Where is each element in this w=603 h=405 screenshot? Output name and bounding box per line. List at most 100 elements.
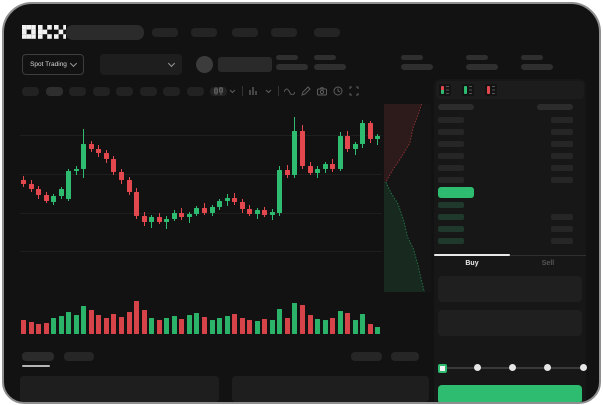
tab-buy[interactable]: Buy bbox=[465, 260, 479, 267]
tab-sell[interactable]: Sell bbox=[541, 260, 555, 267]
volume-bar bbox=[21, 320, 26, 334]
ask-amount-bar bbox=[551, 177, 573, 183]
slider-stop-25pct[interactable] bbox=[473, 364, 481, 371]
ask-amount-bar bbox=[551, 165, 573, 171]
stat-label-1 bbox=[276, 55, 298, 60]
buy-submit-button[interactable] bbox=[438, 385, 582, 402]
volume-bar bbox=[269, 320, 275, 334]
volume-bar bbox=[277, 308, 283, 334]
nav-item-5[interactable] bbox=[314, 28, 340, 37]
volume-bar bbox=[103, 317, 109, 334]
interval-button-2[interactable] bbox=[45, 87, 63, 96]
fullscreen-icon[interactable] bbox=[349, 86, 359, 96]
nav-item-2[interactable] bbox=[191, 28, 217, 37]
line-tool-icon[interactable] bbox=[284, 87, 295, 95]
interval-buttons bbox=[22, 87, 227, 96]
depth-chart[interactable] bbox=[384, 103, 431, 293]
candle bbox=[337, 135, 343, 169]
volume-bar bbox=[28, 322, 34, 334]
slider-stop-50pct[interactable] bbox=[509, 364, 516, 371]
candle bbox=[247, 209, 253, 214]
chevron-down-icon[interactable] bbox=[265, 89, 272, 94]
bid-price-bar[interactable] bbox=[438, 238, 464, 244]
bottom-bar-control-2[interactable] bbox=[391, 352, 419, 361]
search-input[interactable] bbox=[66, 25, 144, 40]
bottom-tab-2[interactable] bbox=[64, 352, 94, 361]
bids-only-icon[interactable] bbox=[462, 84, 474, 96]
slider-stop-75pct[interactable] bbox=[544, 364, 552, 371]
candle-wick bbox=[75, 166, 77, 176]
active-tab-indicator bbox=[434, 254, 510, 256]
volume-bar bbox=[111, 314, 117, 334]
interval-button-1[interactable] bbox=[22, 87, 39, 96]
interval-button-5[interactable] bbox=[116, 87, 133, 96]
candle bbox=[81, 144, 87, 169]
last-price-bar[interactable] bbox=[438, 187, 474, 198]
volume-bar bbox=[119, 317, 125, 334]
volume-bar bbox=[164, 317, 170, 334]
ask-price-bar[interactable] bbox=[438, 153, 464, 159]
ask-price-bar[interactable] bbox=[438, 117, 464, 123]
nav-item-3[interactable] bbox=[232, 28, 258, 37]
candle bbox=[194, 208, 200, 214]
volume-bar bbox=[217, 318, 223, 334]
volume-bar bbox=[43, 322, 49, 334]
slider-stop-100pct[interactable] bbox=[579, 364, 587, 371]
bottom-bar-control-1[interactable] bbox=[351, 352, 382, 361]
interval-button-3[interactable] bbox=[69, 87, 86, 96]
camera-icon[interactable] bbox=[317, 86, 327, 96]
combined-book-icon[interactable] bbox=[439, 84, 451, 96]
ask-price-bar[interactable] bbox=[438, 141, 464, 147]
slider-handle[interactable] bbox=[437, 363, 447, 373]
okx-logo bbox=[22, 24, 66, 40]
nav-item-4[interactable] bbox=[271, 28, 297, 37]
stat-value-1 bbox=[276, 64, 308, 70]
bid-price-bar[interactable] bbox=[438, 226, 464, 232]
nav-item-1[interactable] bbox=[152, 28, 178, 37]
candlestick-chart[interactable] bbox=[20, 104, 382, 298]
toolbar-separator bbox=[242, 86, 243, 96]
ask-price-bar[interactable] bbox=[438, 165, 464, 171]
interval-button-4[interactable] bbox=[92, 87, 110, 96]
volume-bar bbox=[186, 314, 192, 334]
candle bbox=[239, 202, 245, 210]
chart-gridline-2 bbox=[20, 173, 382, 175]
volume-bar bbox=[330, 318, 336, 334]
chevron-down-icon[interactable] bbox=[229, 89, 236, 94]
volume-bar bbox=[156, 320, 162, 334]
draw-icon[interactable] bbox=[301, 86, 311, 96]
candle bbox=[254, 210, 260, 214]
ask-price-bar[interactable] bbox=[438, 129, 464, 135]
bid-price-bar[interactable] bbox=[438, 202, 464, 208]
candle-style-icon[interactable] bbox=[214, 86, 223, 96]
candle bbox=[330, 163, 336, 169]
interval-button-6[interactable] bbox=[139, 87, 157, 96]
pair-selector-dropdown[interactable] bbox=[100, 54, 182, 75]
candle bbox=[88, 144, 94, 149]
volume-bar bbox=[315, 319, 321, 334]
ask-price-bar[interactable] bbox=[438, 177, 464, 183]
volume-bar bbox=[345, 312, 351, 334]
volume-bar bbox=[247, 319, 253, 334]
interval-button-8[interactable] bbox=[186, 87, 204, 96]
interval-button-9[interactable] bbox=[210, 87, 227, 96]
volume-bar bbox=[299, 305, 305, 334]
candle bbox=[43, 195, 49, 202]
candle bbox=[217, 201, 223, 207]
amount-field[interactable] bbox=[438, 310, 582, 336]
volume-bar bbox=[194, 312, 200, 334]
candle bbox=[224, 197, 230, 202]
volume-bar bbox=[134, 301, 140, 334]
tab-divider bbox=[434, 255, 586, 256]
history-icon[interactable] bbox=[333, 86, 343, 96]
asks-only-icon[interactable] bbox=[485, 84, 497, 96]
bid-price-bar[interactable] bbox=[438, 214, 464, 220]
interval-button-7[interactable] bbox=[163, 87, 180, 96]
top-nav bbox=[152, 28, 372, 37]
bottom-tab-1[interactable] bbox=[22, 352, 54, 361]
candle bbox=[96, 148, 102, 154]
price-field[interactable] bbox=[438, 276, 582, 302]
market-type-selector[interactable]: Spot Trading bbox=[22, 54, 84, 75]
indicator-icon[interactable] bbox=[248, 86, 259, 96]
